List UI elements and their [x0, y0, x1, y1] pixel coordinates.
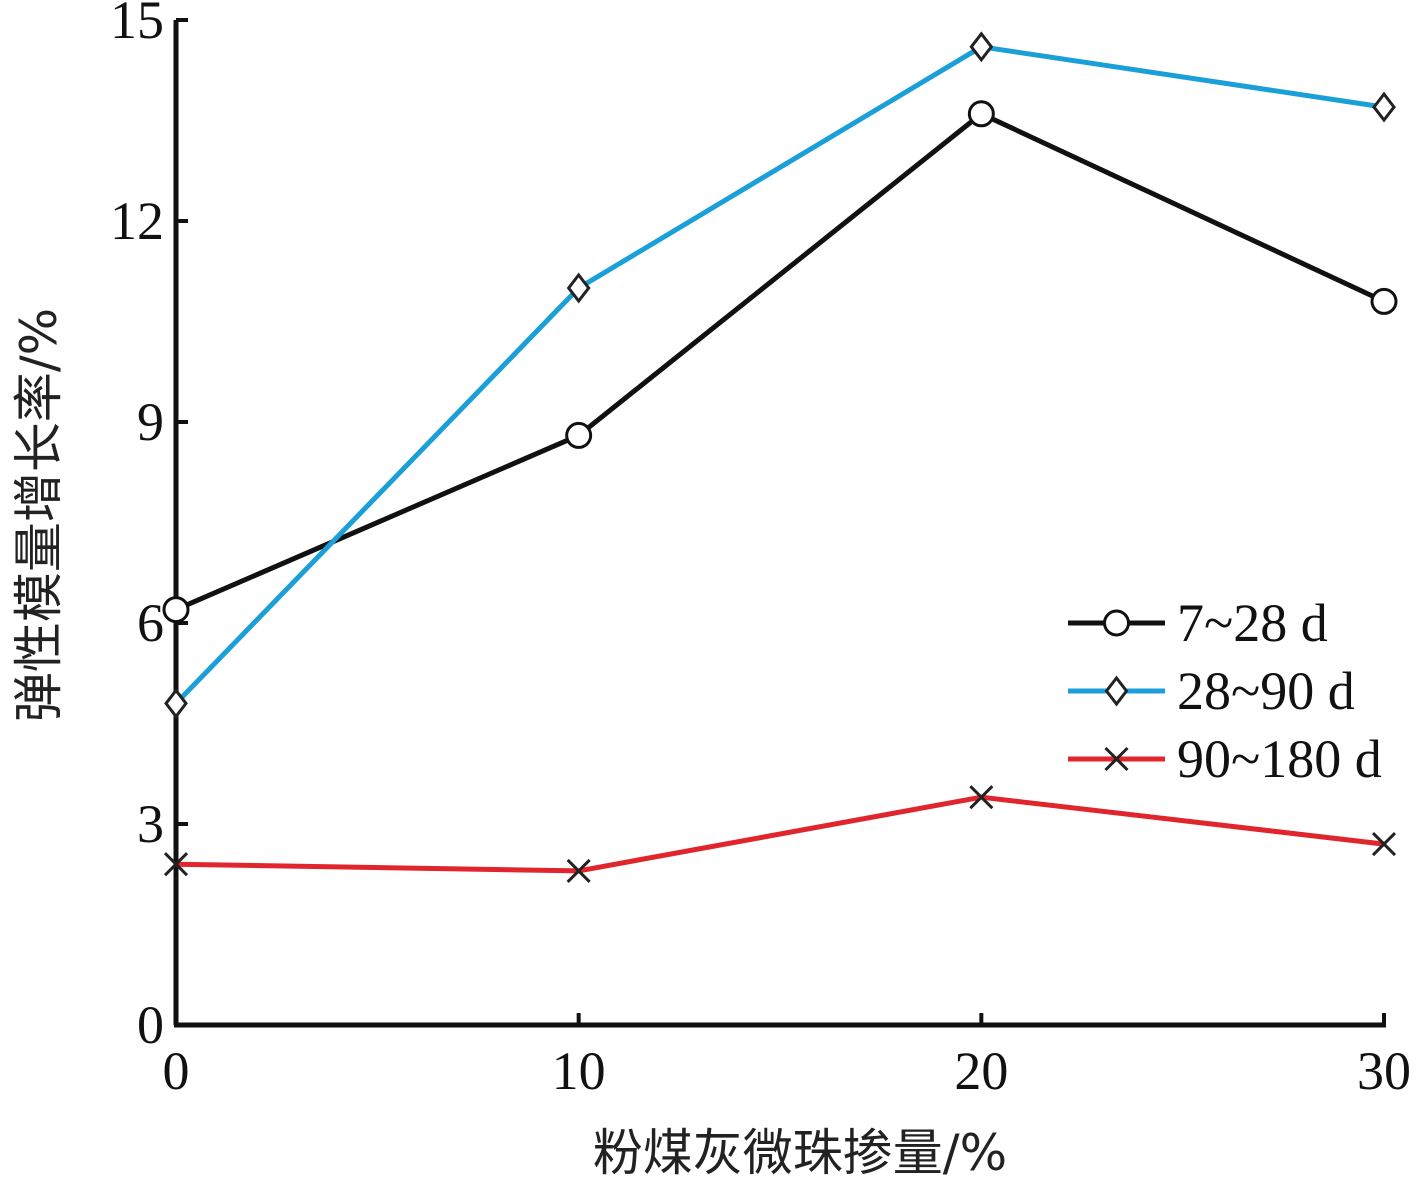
series-line-3	[175, 794, 1385, 874]
legend-label: 28~90 d	[1177, 661, 1355, 721]
data-point-circle	[162, 596, 190, 624]
series-lines	[174, 44, 1386, 874]
data-point-diamond	[164, 687, 188, 719]
legend-marker-x	[1104, 746, 1129, 772]
data-point-diamond	[1372, 91, 1396, 123]
y-axis-title: 弹性模量增长率/%	[10, 308, 68, 722]
y-tick-label: 3	[137, 794, 164, 854]
x-tick-label: 30	[1357, 1041, 1411, 1101]
data-point-x	[566, 858, 591, 883]
y-tick-label: 15	[110, 0, 164, 50]
legend-label: 7~28 d	[1177, 593, 1328, 653]
ticks: 0 3 6 9 12 15 0 10 20 30	[110, 0, 1411, 1101]
data-point-diamond	[566, 272, 591, 304]
series-line-1	[175, 111, 1386, 612]
y-tick-label: 6	[137, 593, 164, 653]
x-tick-label: 0	[163, 1041, 190, 1101]
series-line-2	[174, 44, 1385, 706]
data-point-x	[1371, 832, 1397, 857]
data-point-circle	[1370, 287, 1398, 315]
data-point-circle	[565, 421, 593, 449]
axes	[173, 20, 1386, 1028]
y-tick-label: 9	[137, 392, 164, 452]
legend: 7~28 d 28~90 d 90~180 d	[1068, 593, 1382, 789]
x-tick-label: 10	[552, 1041, 606, 1101]
y-tick-label: 12	[110, 191, 164, 251]
legend-marker-diamond	[1104, 675, 1129, 707]
x-tick-label: 20	[954, 1041, 1008, 1101]
series-markers	[162, 31, 1398, 883]
data-point-x	[969, 785, 994, 810]
data-point-x	[163, 852, 189, 877]
data-point-circle	[967, 100, 995, 128]
x-axis-title: 粉煤灰微珠掺量/%	[593, 1124, 1007, 1181]
legend-marker-circle	[1103, 609, 1130, 637]
data-point-diamond	[969, 31, 994, 63]
legend-label: 90~180 d	[1177, 729, 1382, 789]
y-tick-label: 0	[137, 995, 164, 1055]
